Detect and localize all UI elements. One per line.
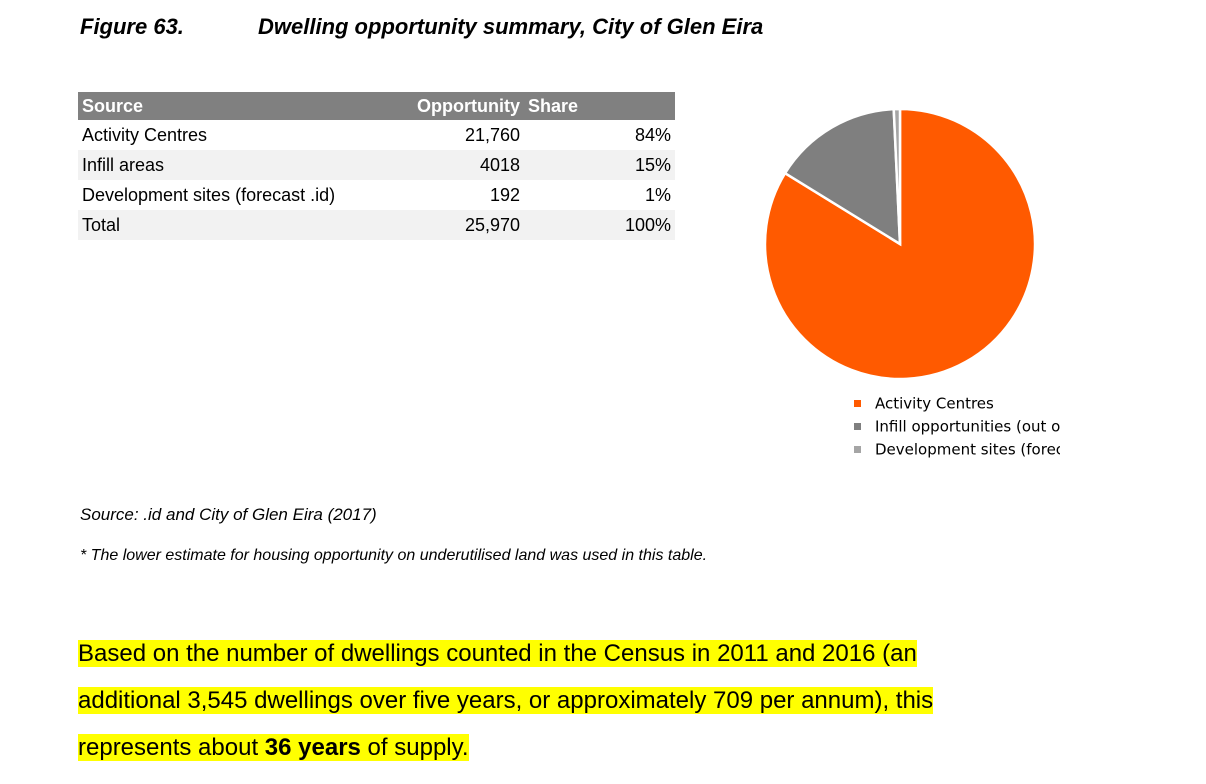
cell: Activity Centres (82, 124, 208, 145)
header-row: Source Opportunity Share (78, 92, 675, 120)
header-cell: Opportunity (386, 92, 524, 120)
pie-slice (783, 107, 902, 247)
cell: 192 (489, 184, 520, 205)
header-cell: Source (78, 92, 386, 120)
pie-chart: Activity Centres Infill opportunities (ou… (763, 107, 1060, 459)
header-cell: Share (524, 92, 675, 120)
cell: Total (78, 210, 386, 240)
source: Source: .id and City of Glen Eira (2017) (80, 505, 377, 524)
figure-title: Dwelling opportunity summary, City of Gl… (258, 14, 764, 39)
legend-label: Activity Centres (875, 395, 994, 413)
legend-label: Development sites (forecast.id) (875, 441, 1060, 459)
note: * The lower estimate for housing opportu… (80, 547, 708, 564)
legend-swatch (854, 400, 861, 407)
cell: 21,760 (464, 124, 520, 145)
cell: Development sites (forecast .id) (82, 184, 336, 205)
figure-label: Figure 63. (80, 14, 184, 39)
paragraph-bold: 36 years (264, 734, 361, 761)
summary-table: Source Opportunity Share Activity Centre… (78, 92, 675, 240)
paragraph-text: represents about (78, 734, 265, 761)
legend-swatch (854, 423, 861, 430)
cell: 4018 (386, 150, 524, 180)
cell: 15% (524, 150, 675, 180)
row: Total 25,970 100% (78, 210, 675, 240)
pie-slice (892, 107, 902, 245)
paragraph-text: of supply. (360, 734, 469, 761)
cell: 100% (524, 210, 675, 240)
paragraph-line: additional 3,545 dwellings over five yea… (78, 687, 934, 714)
cell: 1% (644, 184, 671, 205)
paragraph-line: Based on the number of dwellings counted… (78, 640, 917, 667)
legend-label: Infill opportunities (out of centre) (875, 418, 1060, 436)
row: Infill areas 4018 15% (78, 150, 675, 180)
cell: 25,970 (386, 210, 524, 240)
legend-swatch (854, 446, 861, 453)
row: Development sites (forecast .id) 192 1% (78, 180, 675, 210)
cell: 84% (634, 124, 671, 145)
row: Activity Centres 21,760 84% (78, 120, 675, 150)
cell: Infill areas (78, 150, 386, 180)
